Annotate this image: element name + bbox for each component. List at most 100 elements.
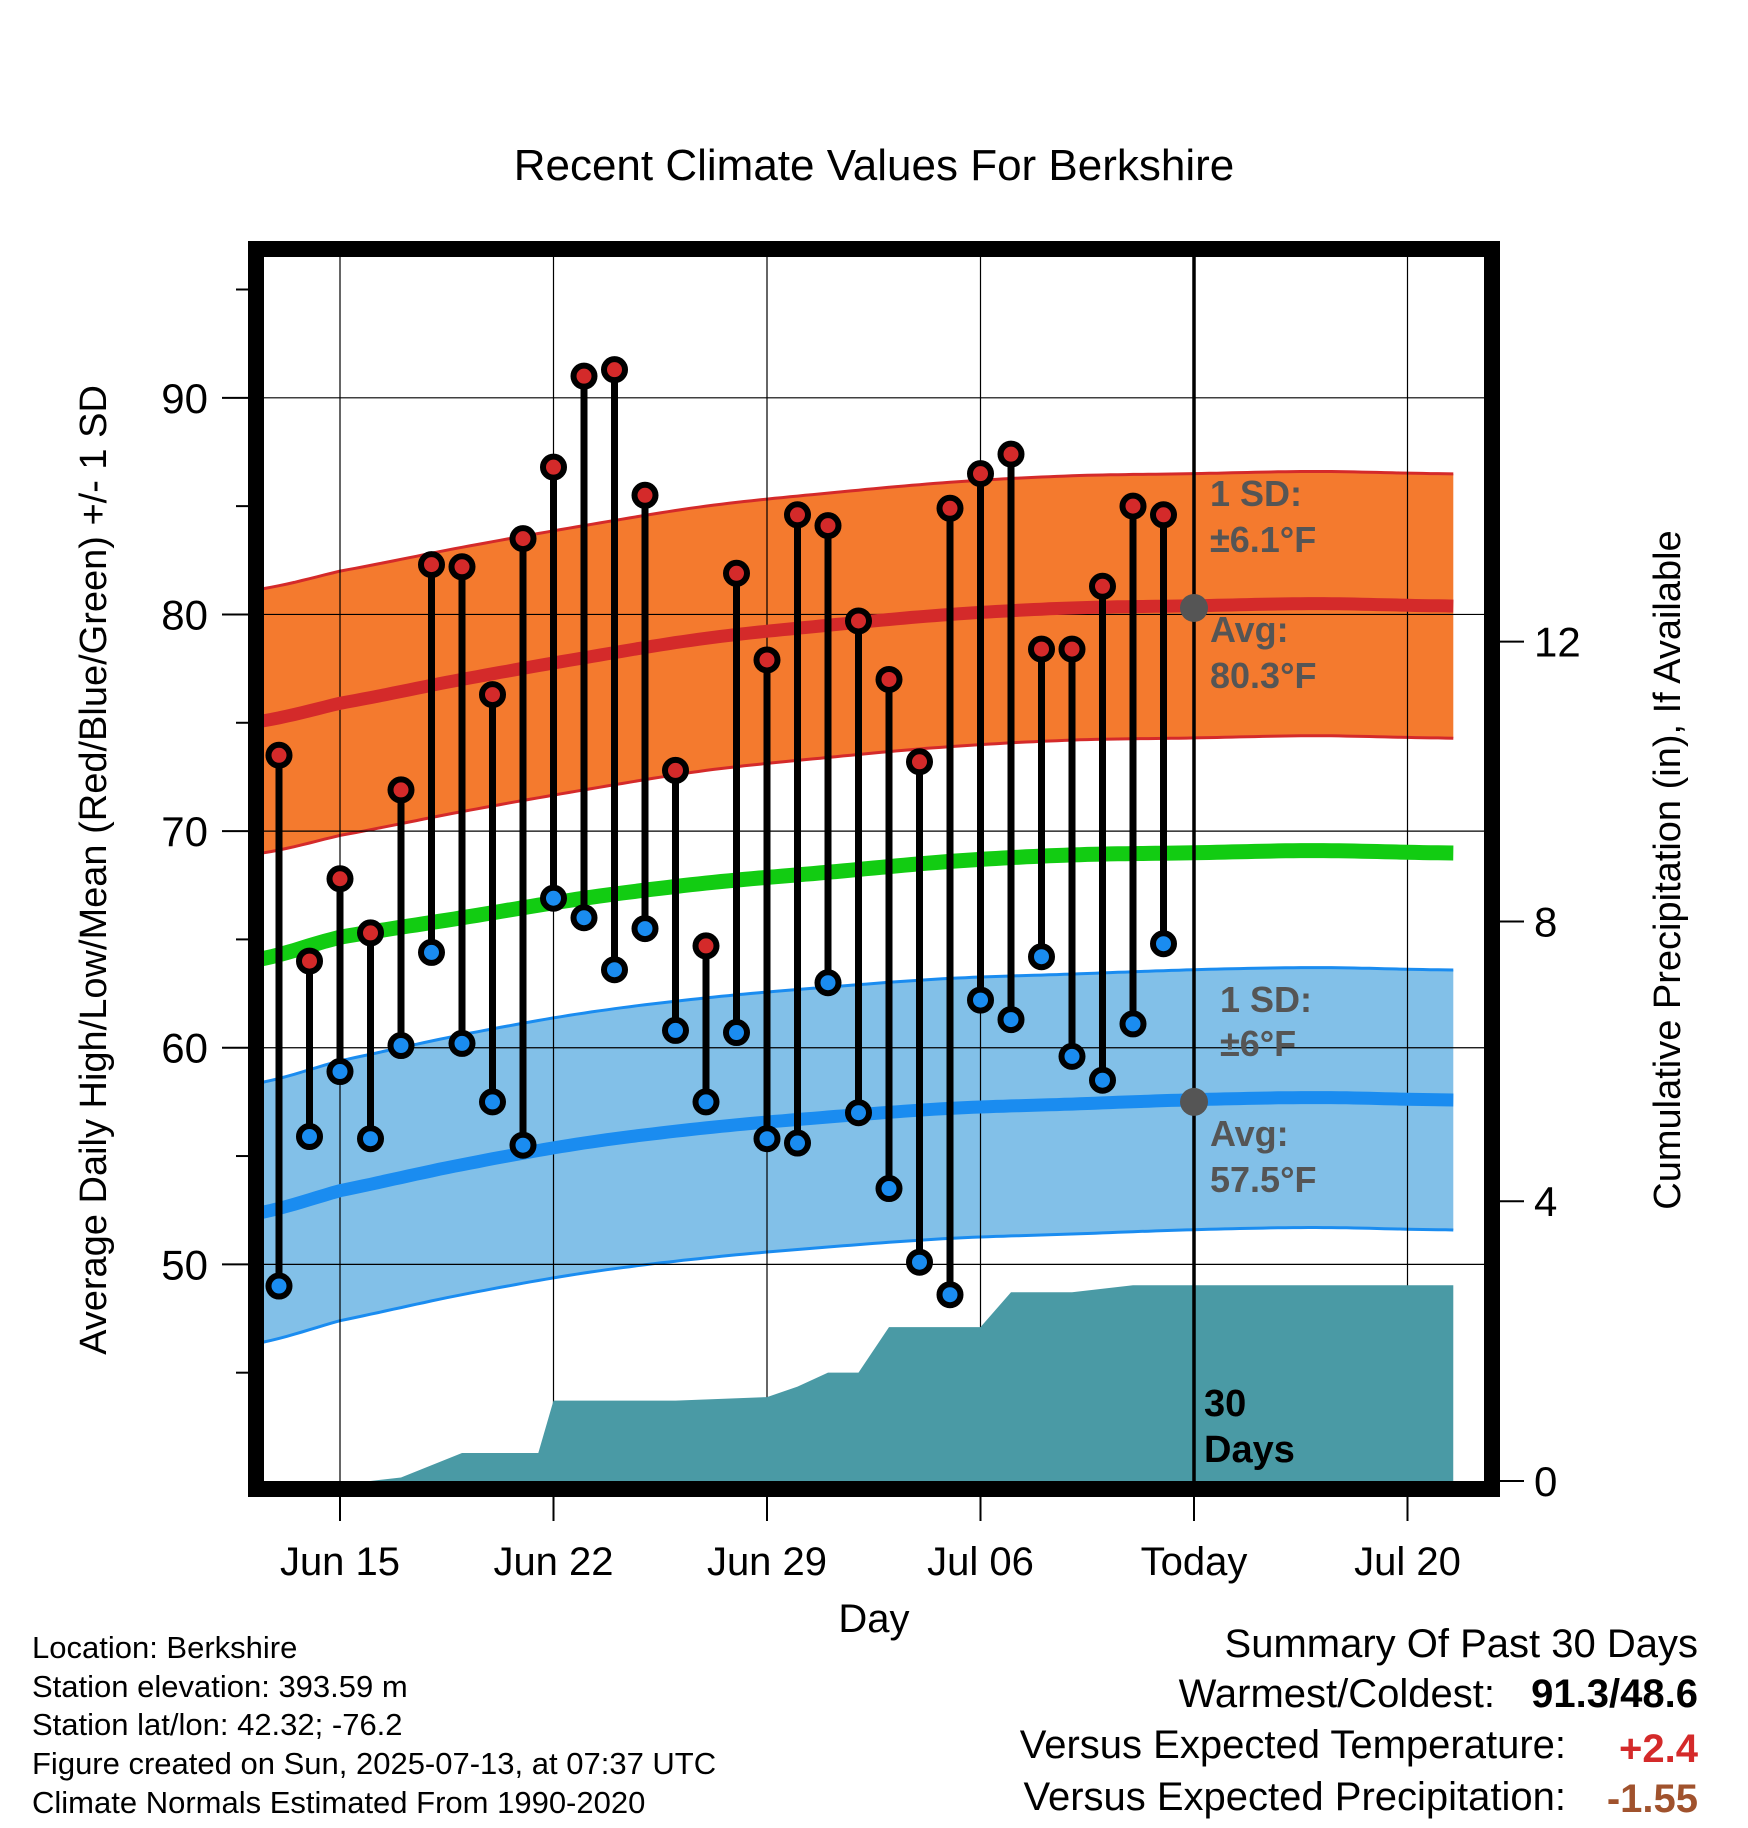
summary-precip-value: -1.55 <box>1607 1777 1698 1821</box>
summary-warm-cold-value: 91.3/48.6 <box>1531 1672 1698 1716</box>
annotation-texts: 1 SD: ±6.1°F Avg: 80.3°F 1 SD: ±6°F Avg:… <box>1210 473 1316 1200</box>
footer-info: Location: Berkshire Station elevation: 3… <box>32 1630 716 1820</box>
low-point <box>570 904 598 932</box>
high-point <box>875 665 903 693</box>
plot-border <box>248 241 1500 1497</box>
high-point <box>357 919 384 947</box>
summary-precip-label: Versus Expected Precipitation: <box>1023 1775 1566 1819</box>
low-point <box>784 1129 811 1157</box>
low-avg-value: 57.5°F <box>1210 1159 1316 1200</box>
y-tick-label: 70 <box>161 808 208 855</box>
low-point <box>326 1058 354 1086</box>
high-point <box>540 453 567 481</box>
y2-tick-label: 12 <box>1534 619 1581 666</box>
high-point <box>1119 492 1147 520</box>
high-avg-value: 80.3°F <box>1210 655 1316 696</box>
low-point <box>418 938 445 966</box>
low-avg-today-marker <box>1180 1087 1208 1116</box>
high-point <box>1089 572 1116 600</box>
high-point <box>845 607 872 635</box>
low-point <box>1089 1066 1116 1094</box>
plot-frame <box>248 241 1500 1497</box>
mean-line <box>264 843 1454 967</box>
high-point <box>326 865 354 893</box>
low-point <box>631 915 659 943</box>
y-tick-label: 50 <box>161 1241 208 1288</box>
low-point <box>296 1123 323 1151</box>
high-point <box>448 553 476 581</box>
low-point <box>479 1088 506 1116</box>
high-sd-label: 1 SD: <box>1210 473 1302 514</box>
high-point <box>906 748 933 776</box>
high-point <box>1028 635 1055 663</box>
high-point <box>814 512 842 540</box>
high-avg-line <box>264 597 1454 728</box>
low-sd-band-upper-edge <box>264 966 1454 1084</box>
low-point <box>814 969 842 997</box>
summary-temp-label: Versus Expected Temperature: <box>1020 1723 1566 1767</box>
low-point <box>936 1281 964 1309</box>
high-point <box>509 525 537 553</box>
summary-heading: Summary Of Past 30 Days <box>1225 1622 1698 1666</box>
low-point <box>723 1019 750 1047</box>
low-avg-line <box>264 1091 1454 1219</box>
high-point <box>479 681 506 709</box>
low-point <box>906 1248 933 1276</box>
low-point <box>662 1016 689 1044</box>
high-point <box>265 741 293 769</box>
daily-series <box>265 356 1177 1309</box>
precip-area <box>264 1285 1454 1481</box>
high-point <box>418 551 445 579</box>
y-axis-label: Average Daily High/Low/Mean (Red/Blue/Gr… <box>73 385 115 1355</box>
y2-tick-label: 0 <box>1534 1458 1557 1505</box>
chart-title: Recent Climate Values For Berkshire <box>514 141 1235 190</box>
low-sd-band <box>264 967 1454 1342</box>
footer-created: Figure created on Sun, 2025-07-13, at 07… <box>32 1746 716 1781</box>
high-point <box>936 494 964 522</box>
high-point <box>967 460 994 488</box>
high-point <box>296 947 323 975</box>
high-sd-value: ±6.1°F <box>1210 519 1316 560</box>
low-point <box>845 1099 872 1127</box>
normal-lines <box>264 597 1454 1219</box>
high-point <box>723 559 750 587</box>
y-tick-label: 60 <box>161 1025 208 1072</box>
x-tick-label: Jun 29 <box>707 1540 827 1584</box>
low-point <box>265 1272 293 1300</box>
high-point <box>1058 635 1086 663</box>
low-point <box>601 956 628 984</box>
annotations <box>1180 593 1208 1116</box>
high-point <box>601 356 628 384</box>
footer-location: Location: Berkshire <box>32 1630 297 1665</box>
high-point <box>784 501 811 529</box>
low-point <box>540 884 567 912</box>
x-tick-label: Today <box>1141 1540 1248 1584</box>
precip-cumulative-area <box>264 1285 1454 1481</box>
low-point <box>509 1131 537 1159</box>
high-point <box>753 646 781 674</box>
high-point <box>662 756 689 784</box>
low-point <box>1119 1010 1147 1038</box>
low-point <box>357 1125 384 1153</box>
summary-warm-cold-label: Warmest/Coldest: <box>1179 1672 1495 1716</box>
y2-tick-label: 8 <box>1534 898 1557 945</box>
x-tick-label: Jun 15 <box>280 1540 400 1584</box>
footer-normals: Climate Normals Estimated From 1990-2020 <box>32 1785 645 1820</box>
low-point <box>387 1032 415 1060</box>
high-point <box>997 440 1025 468</box>
high-point <box>387 776 415 804</box>
low-avg-label: Avg: <box>1210 1113 1289 1154</box>
high-sd-band-lower-edge <box>264 734 1454 855</box>
high-avg-label: Avg: <box>1210 609 1289 650</box>
y2-axis-label: Cumulative Precipitation (in), If Availa… <box>1647 530 1689 1209</box>
high-point <box>631 481 659 509</box>
summary-temp-value: +2.4 <box>1619 1727 1699 1771</box>
low-point <box>997 1006 1025 1034</box>
low-point <box>1028 943 1055 971</box>
high-point <box>1150 501 1177 529</box>
days-word: Days <box>1204 1429 1295 1471</box>
low-sd-value: ±6°F <box>1220 1023 1296 1064</box>
low-point <box>875 1175 903 1203</box>
y-tick-label: 80 <box>161 591 208 638</box>
